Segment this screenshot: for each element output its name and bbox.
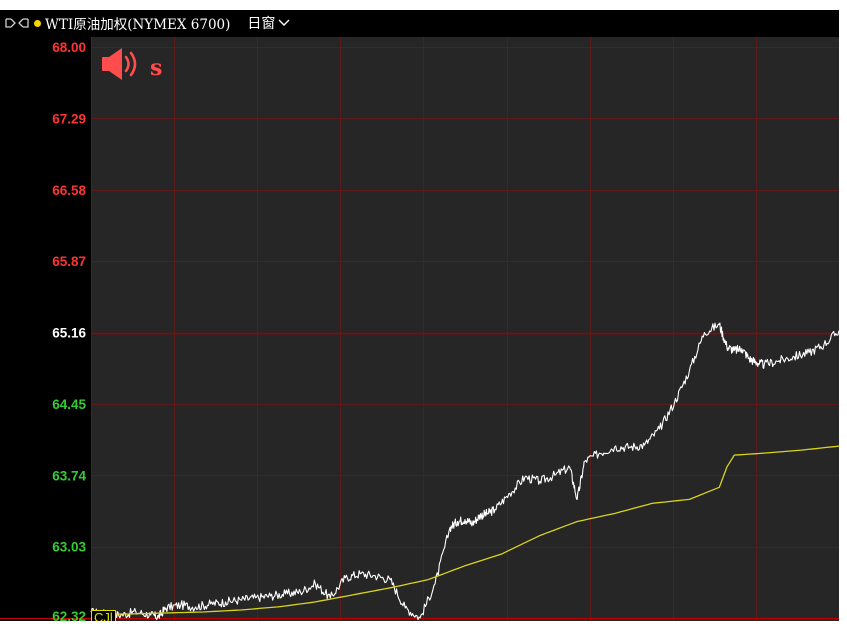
y-tick-label: 66.58 [52, 183, 86, 198]
period-label: 日窗 [247, 16, 276, 32]
y-tick-label: 63.74 [52, 468, 86, 483]
chart-window: WTI原油加权(NYMEX 6700) 日窗 68.00 67.29 66.58 65… [0, 10, 839, 621]
y-tick-label: 67.29 [52, 111, 86, 126]
symbol-title[interactable]: WTI原油加权(NYMEX 6700) [45, 17, 231, 33]
y-tick-label: 68.00 [52, 40, 86, 55]
series-group [90, 322, 839, 621]
split-arrows-icon[interactable] [4, 15, 30, 31]
alert-label: s [150, 55, 162, 81]
average-price-line [91, 445, 839, 615]
grid [0, 37, 839, 621]
y-tick-label: 64.45 [52, 397, 86, 412]
title-bar: WTI原油加权(NYMEX 6700) 日窗 [0, 10, 839, 36]
y-tick-label: 65.87 [52, 254, 86, 269]
price-line [90, 322, 839, 621]
bottom-marker-label: CJl [91, 610, 116, 621]
status-dot [34, 19, 41, 27]
y-axis-labels: 68.00 67.29 66.58 65.87 65.16 64.45 63.74 63.03… [52, 40, 86, 621]
chevron-down-icon [278, 19, 290, 26]
speaker-alert-icon[interactable] [102, 48, 137, 80]
y-tick-label: 62.32 [52, 609, 86, 621]
plot-area [91, 37, 839, 621]
y-tick-label: 63.03 [52, 540, 86, 555]
y-tick-label: 65.16 [52, 326, 86, 341]
intraday-chart[interactable]: 68.00 67.29 66.58 65.87 65.16 64.45 63.74 63.03… [0, 10, 839, 621]
period-dropdown[interactable]: 日窗 [247, 13, 290, 33]
